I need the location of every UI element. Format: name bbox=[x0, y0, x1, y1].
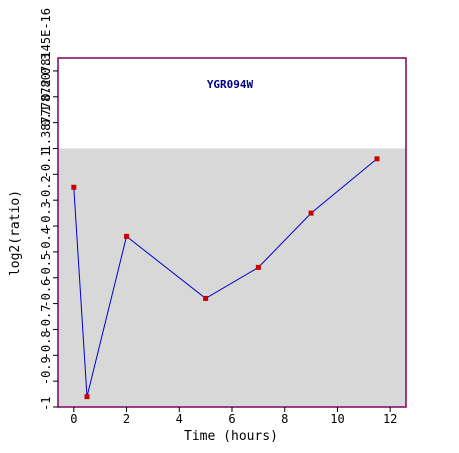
x-tick-label: 2 bbox=[123, 412, 130, 426]
y-tick-label: 0.1 bbox=[39, 105, 53, 127]
data-point bbox=[71, 184, 77, 190]
y-tick-label: 0.2 bbox=[39, 79, 53, 101]
data-point bbox=[84, 394, 90, 400]
chart-title: YGR094W bbox=[207, 78, 254, 91]
data-point bbox=[124, 233, 130, 239]
x-tick-label: 4 bbox=[176, 412, 183, 426]
negative-shaded-region bbox=[58, 148, 406, 407]
y-tick-label: -0.9 bbox=[39, 356, 53, 385]
x-tick-label: 0 bbox=[70, 412, 77, 426]
y-tick-label: -0.4 bbox=[39, 227, 53, 256]
x-tick-label: 8 bbox=[281, 412, 288, 426]
y-axis-label: log2(ratio) bbox=[8, 190, 23, 276]
y-tick-label: -0.8 bbox=[39, 330, 53, 359]
y-tick-label: -0.1 bbox=[39, 149, 53, 178]
data-point bbox=[255, 264, 261, 270]
x-tick-label: 10 bbox=[330, 412, 344, 426]
plot-area: 0 2 4 6 8 10 12-1-0.9-0.8-0.7-0.6-0.5-0.4-0.3-… bbox=[39, 8, 407, 426]
y-tick-label: -0.6 bbox=[39, 279, 53, 308]
y-tick-label: 0.3 bbox=[39, 53, 53, 75]
x-axis-label: Time (hours) bbox=[184, 429, 278, 444]
y-tick-label: -0.7 bbox=[39, 305, 53, 334]
y-tick-label: -0.2 bbox=[39, 175, 53, 204]
y-tick-label: -0.3 bbox=[39, 201, 53, 230]
data-point bbox=[308, 210, 314, 216]
y-tick-label: -1 bbox=[39, 397, 53, 411]
data-point bbox=[374, 156, 380, 162]
y-tick-label: 1.38777878078145E-16 bbox=[39, 8, 53, 153]
data-point bbox=[203, 295, 209, 301]
x-tick-label: 12 bbox=[383, 412, 397, 426]
x-tick-label: 6 bbox=[228, 412, 235, 426]
y-tick-label: -0.5 bbox=[39, 253, 53, 282]
